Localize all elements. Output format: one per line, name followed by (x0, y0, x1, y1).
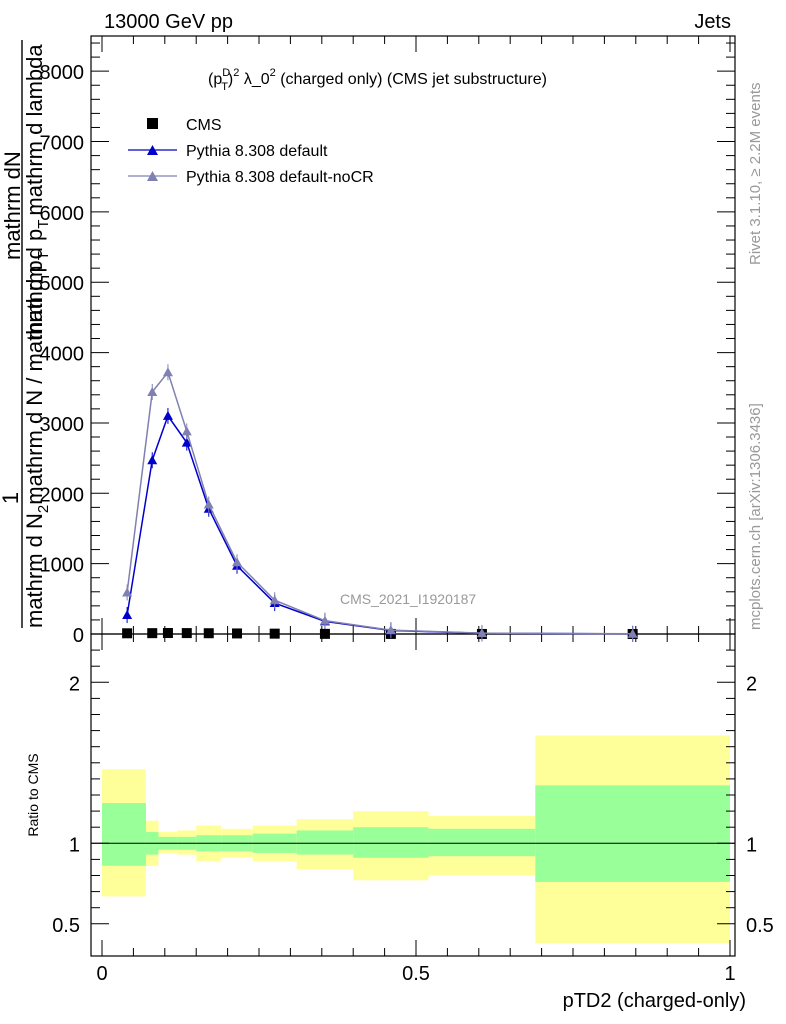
ylabel-dpt-dlambda: mathrm d pTmathrm d lambda (22, 44, 52, 340)
series-2-point (385, 625, 396, 635)
xaxis-label: pTD2 (charged-only) (563, 990, 746, 1012)
ratio-inner-band-9 (428, 828, 536, 857)
series-1-point (147, 455, 158, 465)
xtick-label-2: 1 (724, 963, 735, 985)
series-2-point (269, 595, 280, 605)
cms-point (122, 628, 133, 639)
cms-point (319, 628, 330, 639)
ylabel-one: 1 (0, 492, 23, 504)
legend-label-cms: CMS (186, 117, 222, 134)
legend-label-default: Pythia 8.308 default (186, 143, 328, 160)
series-2-point (147, 386, 158, 396)
jets-label: Jets (694, 11, 731, 33)
ratio-inner-band-8 (353, 827, 429, 858)
ratio-ytick-label-left-1: 1 (69, 834, 80, 856)
main-ytick-label-2: 2000 (40, 484, 85, 506)
main-ytick-label-6: 6000 (40, 203, 85, 225)
xtick-label-1: 0.5 (402, 963, 430, 985)
series-2-point (232, 557, 243, 567)
legend-marker-cms (147, 118, 158, 129)
rivet-version-label: Rivet 3.1.10, ≥ 2.2M events (747, 83, 764, 266)
ratio-ytick-label-right-0: 0.5 (746, 915, 774, 937)
cms-point (147, 628, 158, 639)
cms-point (162, 628, 173, 639)
legend-label-nocr: Pythia 8.308 default-noCR (186, 169, 374, 186)
series-2-point (476, 628, 487, 638)
series-1-point (181, 437, 192, 447)
analysis-watermark: CMS_2021_I1920187 (340, 591, 476, 607)
series-layer (122, 364, 638, 642)
mcplots-label: mcplots.cern.ch [arXiv:1306.3436] (747, 403, 764, 630)
ratio-bands (102, 735, 730, 944)
main-ytick-labels: 0 1000 2000 3000 4000 5000 6000 7000 8000 (40, 62, 85, 647)
energy-label: 13000 GeV pp (104, 11, 233, 33)
series-2 (122, 364, 638, 642)
plot-title: (pD T)2 λ_02 (charged only) (CMS jet subs… (208, 67, 547, 93)
series-2-point (627, 628, 638, 638)
series-1-point (122, 610, 133, 620)
axis-ticks (91, 36, 735, 956)
main-ytick-label-1: 1000 (40, 555, 85, 577)
cms-point (203, 628, 214, 639)
cms-point (269, 628, 280, 639)
ratio-ytick-label-left-2: 2 (69, 673, 80, 695)
xtick-label-0: 0 (96, 963, 107, 985)
ratio-ytick-label-left-0: 0.5 (52, 915, 80, 937)
series-2-point (181, 426, 192, 436)
ratio-ytick-label-right-2: 2 (746, 673, 757, 695)
series-2-point (162, 367, 173, 377)
cms-point (232, 628, 243, 639)
main-ylabel: 1 mathrm d N2mathrm d N / mathrm d pT ma… (0, 40, 52, 628)
series-1-point (162, 410, 173, 420)
legend-marker-nocr (147, 171, 158, 181)
main-ytick-label-7: 7000 (40, 133, 85, 155)
series-2-point (203, 499, 214, 509)
main-ytick-label-4: 4000 (40, 344, 85, 366)
ylabel-dn: mathrm dN (0, 151, 25, 260)
ratio-inner-band-10 (535, 785, 730, 882)
cms-point (181, 628, 192, 639)
legend: CMS Pythia 8.308 default Pythia 8.308 de… (128, 117, 374, 186)
main-ytick-label-5: 5000 (40, 273, 85, 295)
ratio-tick-labels: 0.5 0.5 1 1 2 2 0 0.5 1 (52, 673, 774, 985)
main-ytick-label-0: 0 (73, 625, 84, 647)
main-ytick-label-3: 3000 (40, 414, 85, 436)
ylabel-denominator: mathrm d N2mathrm d N / mathrm d pT (22, 251, 52, 628)
ratio-ytick-label-right-1: 1 (746, 834, 757, 856)
legend-marker-default (147, 145, 158, 155)
series-2-point (319, 615, 330, 625)
ratio-ylabel: Ratio to CMS (25, 753, 41, 836)
main-ytick-label-8: 8000 (40, 62, 85, 84)
ratio-inner-band-0 (102, 803, 146, 866)
series-2-point (122, 587, 133, 597)
ratio-inner-band-7 (296, 830, 354, 855)
